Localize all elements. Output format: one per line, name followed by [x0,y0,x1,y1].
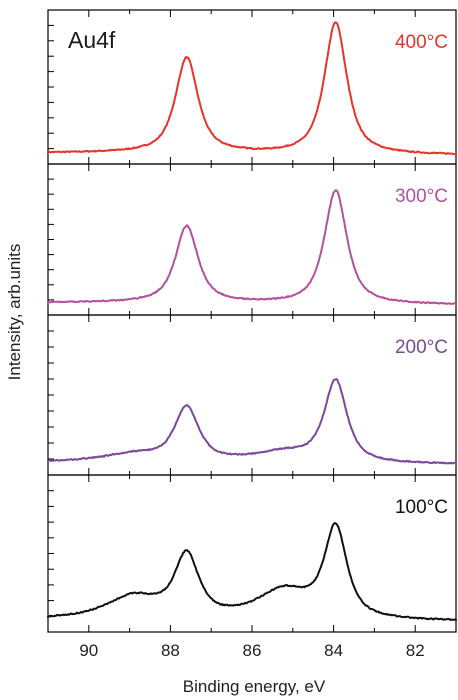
panel-4: 100°C [47,474,457,633]
series-label: 100°C [395,497,448,518]
x-axis-label: Binding energy, eV [183,677,326,696]
series-line-1 [47,21,457,156]
panel-2: 300°C [47,163,457,316]
panels-group: 400°C 300°C 200°C 100°C [47,9,457,633]
x-tick-label: 82 [406,641,425,660]
x-tick-label: 86 [243,641,262,660]
series-label: 200°C [395,337,448,358]
series-label: 300°C [395,186,448,207]
series-line-2 [47,189,457,306]
x-tick-label: 90 [79,641,98,660]
chart-title: Au4f [68,27,116,53]
y-axis-label: Intensity, arb.units [5,244,24,381]
series-line-3 [47,378,457,465]
panel-3: 200°C [47,314,457,476]
x-tick-label: 88 [161,641,180,660]
x-tick-label: 84 [324,641,343,660]
x-axis: 90 88 86 84 82 [79,641,424,660]
series-label: 400°C [395,32,448,53]
series-line-4 [47,522,457,621]
